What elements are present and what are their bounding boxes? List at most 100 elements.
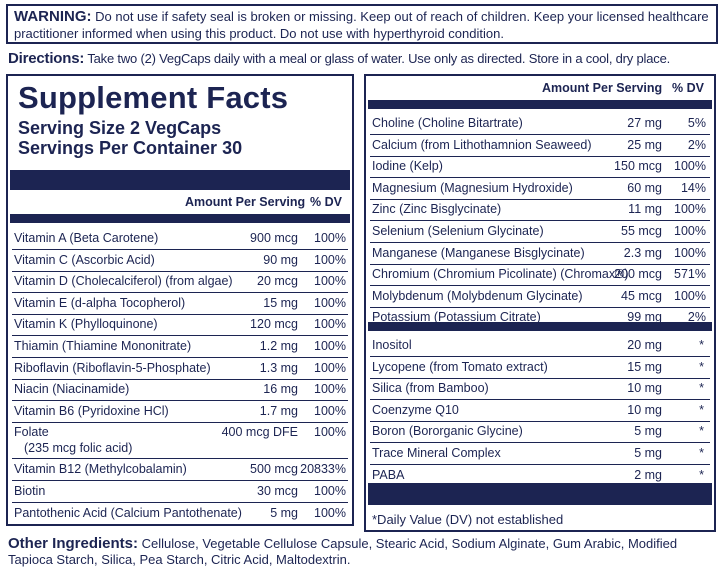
nutrient-row: Vitamin K (Phylloquinone) 120 mcg 100%: [12, 314, 348, 337]
nutrient-dv: 100%: [314, 252, 346, 267]
nutrient-row: Selenium (Selenium Glycinate) 55 mcg 100%: [370, 221, 710, 243]
nutrient-name: Trace Mineral Complex: [372, 446, 501, 460]
footer-bar-right: [368, 483, 712, 505]
nutrient-amount: 1.3 mg: [259, 360, 298, 375]
nutrient-row: Molybdenum (Molybdenum Glycinate) 45 mcg 1…: [370, 286, 710, 308]
nutrient-name: PABA: [372, 467, 405, 482]
nutrient-amount: 1.2 mg: [259, 339, 298, 353]
nutrient-row: Riboflavin (Riboflavin-5-Phosphate) 1.3 m…: [12, 358, 348, 380]
nutrient-name: Chromium (Chromium Picolinate) (Chromax®…: [372, 267, 629, 282]
nutrient-row: Thiamin (Thiamine Mononitrate) 1.2 mg 100%: [12, 336, 348, 358]
nutrient-name: Vitamin D (Cholecalciferol) (from algae): [14, 274, 233, 289]
nutrient-amount: 27 mg: [627, 116, 662, 130]
nutrient-amount: 150 mcg: [614, 159, 662, 174]
supplement-facts-right-panel: Amount Per Serving % DV Choline (Choline…: [364, 74, 716, 532]
nutrient-row: Biotin 30 mcg 100%: [12, 481, 348, 503]
nutrient-dv: 100%: [314, 339, 346, 353]
warning-text: Do not use if safety seal is broken or m…: [14, 9, 709, 41]
nutrient-amount: 55 mcg: [621, 224, 662, 238]
nutrient-dv: 14%: [680, 180, 706, 195]
nutrient-amount: 15 mg: [627, 359, 662, 374]
nutrient-name: Silica (from Bamboo): [372, 381, 489, 396]
nutrient-row: Pantothenic Acid (Calcium Pantothenate) 5…: [12, 503, 348, 525]
footnote: *Daily Value (DV) not established: [372, 512, 564, 527]
header-amount: Amount Per Serving: [185, 195, 306, 209]
other-ingredients: Other Ingredients: Cellulose, Vegetable …: [8, 536, 718, 568]
nutrient-name: Potassium (Potassium Citrate): [372, 310, 541, 325]
directions-label: Directions:: [8, 50, 85, 67]
facts-title: Supplement Facts: [18, 80, 289, 115]
nutrient-amount: 900 mcg: [250, 231, 298, 245]
nutrient-amount: 200 mcg: [614, 267, 662, 282]
nutrient-amount: 120 mcg: [250, 317, 298, 332]
nutrient-amount: 20 mg: [627, 338, 662, 352]
nutrient-amount: 10 mg: [627, 402, 662, 417]
nutrient-row: Choline (Choline Bitartrate) 27 mg 5%: [370, 113, 710, 135]
nutrient-name: Vitamin C (Ascorbic Acid): [14, 252, 155, 267]
nutrient-dv: 100%: [314, 231, 346, 245]
nutrient-row: Chromium (Chromium Picolinate) (Chromax®…: [370, 264, 710, 287]
nutrient-amount: 15 mg: [263, 295, 298, 310]
nutrient-name: Inositol: [372, 338, 412, 352]
nutrient-amount: 10 mg: [627, 381, 662, 396]
nutrient-dv: 2%: [687, 310, 706, 325]
nutrient-amount: 5 mg: [270, 505, 298, 520]
nutrient-dv: *: [699, 467, 704, 482]
nutrient-row: Boron (Bororganic Glycine) 5 mg *: [370, 421, 710, 444]
header-dv-right: % DV: [672, 81, 704, 95]
nutrient-row: Iodine (Kelp) 150 mcg 100%: [370, 156, 710, 179]
nutrient-name: Thiamin (Thiamine Mononitrate): [14, 339, 192, 353]
nutrient-dv: *: [699, 424, 704, 439]
nutrient-dv: *: [699, 402, 704, 417]
nutrient-row: Niacin (Niacinamide) 16 mg 100%: [12, 379, 348, 402]
nutrient-dv: 100%: [314, 360, 346, 375]
nutrient-name: Selenium (Selenium Glycinate): [372, 224, 544, 238]
nutrient-name: Vitamin K (Phylloquinone): [14, 317, 158, 332]
nutrient-dv: *: [699, 359, 704, 374]
nutrient-row: Silica (from Bamboo) 10 mg *: [370, 378, 710, 401]
nutrient-dv: 100%: [314, 317, 346, 332]
nutrient-row: Vitamin E (d-alpha Tocopherol) 15 mg 100%: [12, 293, 348, 315]
nutrient-name: Lycopene (from Tomato extract): [372, 359, 548, 374]
warning-box: WARNING: Do not use if safety seal is br…: [6, 4, 718, 44]
other-text: Cellulose, Vegetable Cellulose Capsule, …: [8, 536, 678, 567]
nutrient-row: Trace Mineral Complex 5 mg *: [370, 443, 710, 465]
nutrient-name: Vitamin B12 (Methylcobalamin): [14, 462, 187, 477]
nutrient-name: Vitamin B6 (Pyridoxine HCl): [14, 403, 169, 418]
nutrient-name: Coenzyme Q10: [372, 402, 459, 417]
nutrient-amount: 5 mg: [634, 446, 662, 460]
nutrient-name: Vitamin E (d-alpha Tocopherol): [14, 295, 186, 310]
warning-label: WARNING:: [14, 8, 92, 25]
nutrient-amount: 1.7 mg: [259, 403, 298, 418]
nutrient-dv: 100%: [314, 274, 346, 289]
nutrient-amount: 16 mg: [263, 382, 298, 397]
header-bar-right: [368, 100, 712, 109]
nutrient-dv: 100%: [314, 505, 346, 520]
nutrient-name: Zinc (Zinc Bisglycinate): [372, 202, 502, 217]
nutrient-amount: 2 mg: [634, 467, 662, 482]
nutrient-name: Iodine (Kelp): [372, 159, 443, 174]
nutrient-row: Vitamin D (Cholecalciferol) (from algae)…: [12, 271, 348, 294]
nutrient-amount: 11 mg: [628, 202, 662, 217]
nutrient-name: Folate: [14, 425, 49, 440]
nutrient-dv: 5%: [687, 116, 706, 130]
nutrient-amount: 5 mg: [634, 424, 662, 439]
nutrient-amount: 30 mcg: [257, 484, 298, 498]
nutrient-amount: 400 mcg DFE: [221, 425, 298, 440]
nutrient-name: Vitamin A (Beta Carotene): [14, 231, 159, 245]
nutrient-dv: 571%: [674, 267, 706, 282]
nutrient-dv: 100%: [674, 202, 706, 217]
nutrient-dv: 100%: [674, 224, 706, 238]
nutrient-row: Calcium (from Lithothamnion Seaweed) 25 m…: [370, 135, 710, 157]
directions-text: Take two (2) VegCaps daily with a meal o…: [87, 51, 671, 66]
serving-size: Serving Size 2 VegCaps: [18, 118, 222, 138]
nutrient-row: Vitamin A (Beta Carotene) 900 mcg 100%: [12, 228, 348, 250]
nutrient-dv: *: [699, 381, 704, 396]
nutrient-dv: 100%: [314, 403, 346, 418]
nutrient-amount: 25 mg: [627, 137, 662, 152]
nutrient-row: Coenzyme Q10 10 mg *: [370, 400, 710, 422]
nutrient-dv: 100%: [674, 159, 706, 174]
nutrient-name: Molybdenum (Molybdenum Glycinate): [372, 288, 583, 303]
nutrient-name: Calcium (from Lithothamnion Seaweed): [372, 137, 592, 152]
nutrient-row: Vitamin C (Ascorbic Acid) 90 mg 100%: [12, 250, 348, 272]
